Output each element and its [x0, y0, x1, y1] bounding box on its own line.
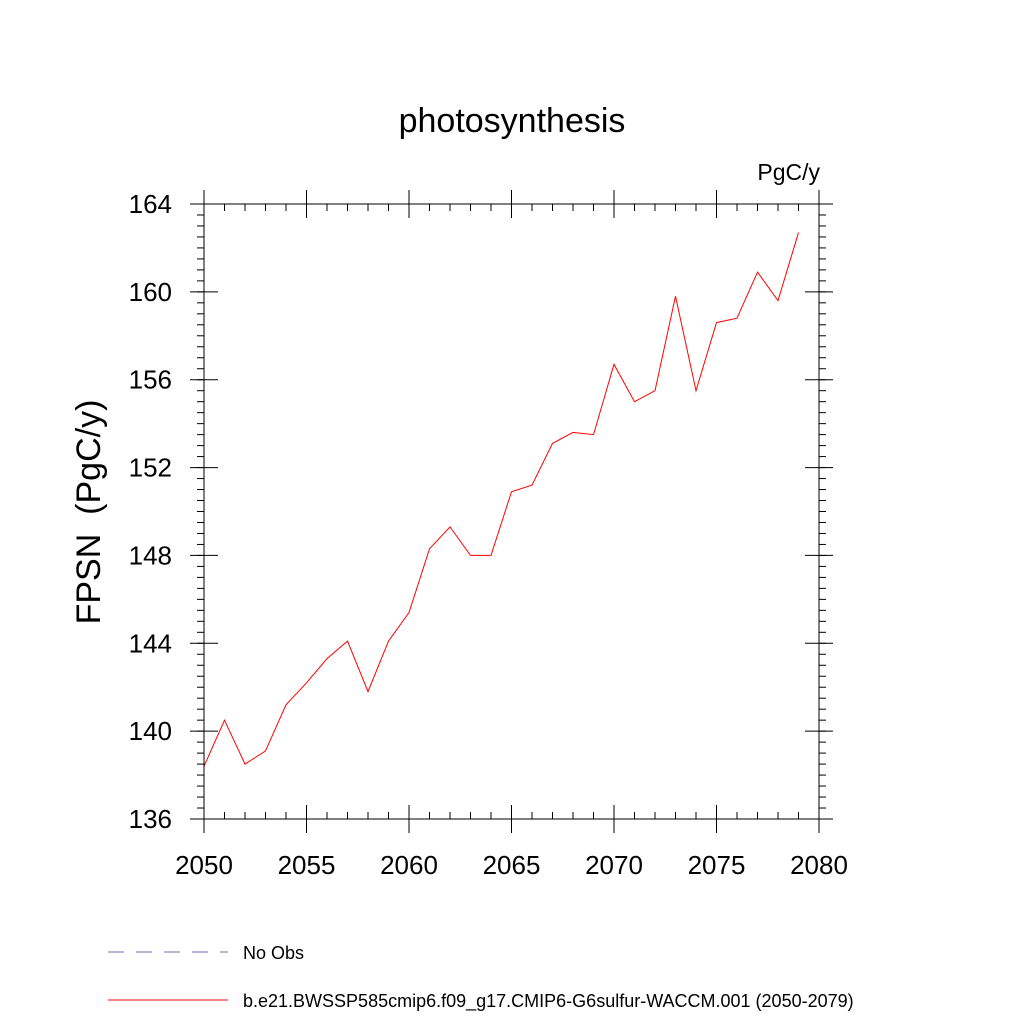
series-layer: [203, 232, 799, 767]
x-tick-label: 2050: [175, 850, 233, 880]
x-tick-label: 2075: [688, 850, 746, 880]
x-tick-label: 2070: [585, 850, 643, 880]
axis-ticks: [190, 190, 833, 833]
y-tick-label: 140: [129, 716, 172, 746]
x-tick-label: 2065: [483, 850, 541, 880]
y-tick-label: 160: [129, 277, 172, 307]
series-line: [203, 232, 799, 767]
legend-label: No Obs: [243, 943, 304, 963]
x-tick-label: 2080: [790, 850, 848, 880]
units-label: PgC/y: [757, 159, 820, 185]
x-tick-label: 2055: [278, 850, 336, 880]
y-tick-label: 136: [129, 804, 172, 834]
legend-label: b.e21.BWSSP585cmip6.f09_g17.CMIP6-G6sulf…: [243, 991, 854, 1012]
y-tick-label: 156: [129, 365, 172, 395]
plot-frame: [203, 203, 820, 820]
x-tick-label: 2060: [380, 850, 438, 880]
legend: No Obs b.e21.BWSSP585cmip6.f09_g17.CMIP6-…: [108, 943, 854, 1012]
y-axis-label: FPSN (PgC/y): [70, 400, 108, 625]
tick-labels: 2050 2055 2060 2065 2070 2075 2080 136 140 144 148…: [129, 189, 848, 880]
y-tick-label: 144: [129, 628, 172, 658]
y-tick-label: 164: [129, 189, 172, 219]
chart-title: photosynthesis: [399, 102, 626, 140]
y-tick-label: 152: [129, 453, 172, 483]
y-tick-label: 148: [129, 540, 172, 570]
